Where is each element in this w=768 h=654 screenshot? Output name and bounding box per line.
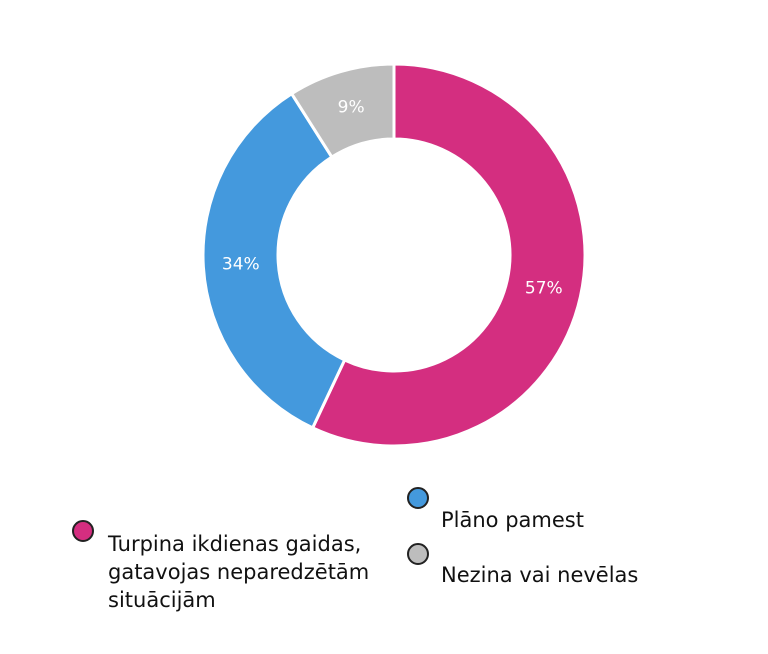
legend-marker (407, 487, 429, 509)
legend-label: Turpina ikdienas gaidas, gatavojas nepar… (108, 532, 370, 612)
legend-marker (407, 543, 429, 565)
donut-slice-1 (201, 91, 347, 430)
legend-marker (72, 520, 94, 542)
donut-slice-2 (289, 62, 396, 160)
legend-label: Nezina vai nevēlas (441, 563, 639, 587)
legend-label: Plāno pamest (441, 508, 584, 532)
slice-value-label: 9% (338, 98, 365, 118)
donut-slice-0 (310, 62, 587, 448)
slice-value-label: 34% (222, 255, 260, 275)
slice-value-label: 57% (525, 278, 563, 298)
